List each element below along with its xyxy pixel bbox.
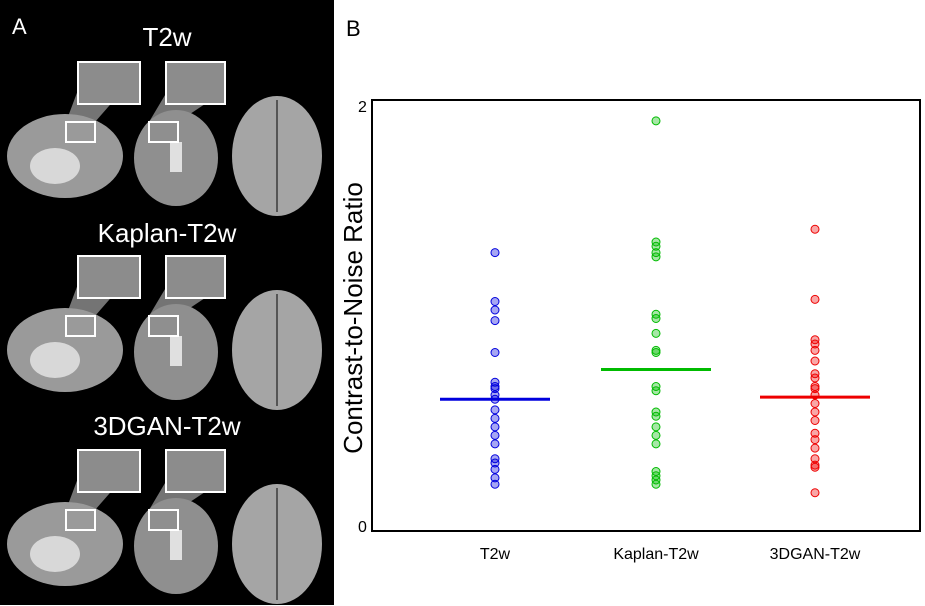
data-point-t2w xyxy=(490,248,500,258)
data-point-kaplan-t2w xyxy=(651,252,661,262)
data-point-kaplan-t2w xyxy=(651,116,661,126)
panel-a-brain-images: A T2w Kaplan-T2w 3DGAN-T2w xyxy=(0,0,334,605)
x-tick-label-3dgan-t2w: 3DGAN-T2w xyxy=(770,546,861,563)
data-point-t2w xyxy=(490,316,500,326)
data-point-3dgan-t2w xyxy=(810,460,820,470)
data-point-3dgan-t2w xyxy=(810,428,820,438)
data-point-kaplan-t2w xyxy=(651,430,661,440)
data-point-3dgan-t2w xyxy=(810,294,820,304)
data-point-t2w xyxy=(490,305,500,315)
data-point-t2w xyxy=(490,439,500,449)
data-point-t2w xyxy=(490,422,500,432)
brain-image-row-t2w xyxy=(7,61,322,216)
data-point-3dgan-t2w xyxy=(810,443,820,453)
data-point-3dgan-t2w xyxy=(810,488,820,498)
chart-marks: T2w Kaplan-T2w 3DGAN-T2w xyxy=(440,116,870,563)
row-title-t2w: T2w xyxy=(142,22,192,52)
data-point-t2w xyxy=(490,458,500,468)
data-point-3dgan-t2w xyxy=(810,345,820,355)
x-tick-label-kaplan-t2w: Kaplan-T2w xyxy=(613,546,699,563)
data-point-t2w xyxy=(490,384,500,394)
data-point-kaplan-t2w xyxy=(651,386,661,396)
data-point-3dgan-t2w xyxy=(810,399,820,408)
data-point-3dgan-t2w xyxy=(810,416,820,425)
data-point-t2w xyxy=(490,297,500,306)
y-tick-top: 2 xyxy=(358,99,367,116)
data-point-t2w xyxy=(490,473,500,483)
panel-b-letter: B xyxy=(346,16,361,41)
data-point-kaplan-t2w xyxy=(651,241,661,251)
data-point-3dgan-t2w xyxy=(810,373,820,383)
plot-frame xyxy=(371,99,921,532)
panel-a-letter: A xyxy=(12,14,27,39)
brain-image-row-kaplan-t2w xyxy=(7,255,322,410)
data-point-kaplan-t2w xyxy=(651,479,661,489)
data-point-3dgan-t2w xyxy=(810,339,820,349)
row-title-kaplan-t2w: Kaplan-T2w xyxy=(97,218,237,248)
data-point-t2w xyxy=(490,413,500,423)
data-point-t2w xyxy=(490,405,500,415)
y-tick-bottom: 0 xyxy=(358,519,367,536)
data-point-t2w xyxy=(490,464,500,474)
data-point-3dgan-t2w xyxy=(810,435,820,445)
data-point-t2w xyxy=(490,430,500,440)
data-point-3dgan-t2w xyxy=(810,462,820,472)
panel-b-chart: B Contrast-to-Noise Ratio 2 0 T2w Kaplan-… xyxy=(338,16,921,563)
data-point-kaplan-t2w xyxy=(651,422,661,432)
x-tick-label-t2w: T2w xyxy=(480,546,511,563)
data-point-kaplan-t2w xyxy=(651,411,661,421)
data-point-3dgan-t2w xyxy=(810,224,820,234)
data-point-3dgan-t2w xyxy=(810,407,820,417)
data-point-kaplan-t2w xyxy=(651,345,661,355)
brain-image-row-3dgan-t2w xyxy=(7,449,322,604)
y-axis-label: Contrast-to-Noise Ratio xyxy=(338,182,368,454)
data-point-kaplan-t2w xyxy=(651,439,661,449)
data-point-3dgan-t2w xyxy=(810,384,820,394)
data-point-kaplan-t2w xyxy=(651,348,661,357)
data-point-t2w xyxy=(490,348,500,357)
data-point-kaplan-t2w xyxy=(651,314,661,323)
row-title-3dgan-t2w: 3DGAN-T2w xyxy=(93,411,241,441)
data-point-kaplan-t2w xyxy=(651,328,661,338)
data-point-3dgan-t2w xyxy=(810,356,820,366)
data-point-t2w xyxy=(490,479,500,489)
